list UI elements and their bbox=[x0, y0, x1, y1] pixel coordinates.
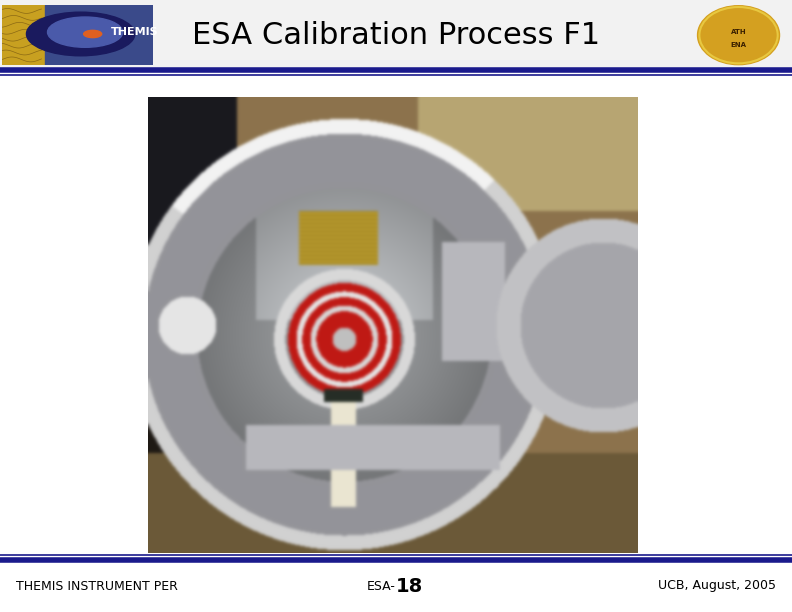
Bar bbox=[2, 5, 44, 65]
Text: THEMIS INSTRUMENT PER: THEMIS INSTRUMENT PER bbox=[16, 580, 177, 592]
Text: ESA Calibration Process F1: ESA Calibration Process F1 bbox=[192, 20, 600, 50]
Bar bbox=[44, 5, 153, 65]
Text: UCB, August, 2005: UCB, August, 2005 bbox=[658, 580, 776, 592]
Circle shape bbox=[48, 17, 123, 47]
Text: ESA-: ESA- bbox=[367, 580, 396, 592]
Text: 18: 18 bbox=[396, 577, 423, 595]
Text: ATH: ATH bbox=[731, 29, 746, 35]
Circle shape bbox=[26, 12, 135, 56]
Text: ENA: ENA bbox=[730, 42, 747, 48]
Circle shape bbox=[698, 6, 779, 65]
Bar bbox=[0, 0, 792, 70]
Text: THEMIS: THEMIS bbox=[111, 27, 158, 37]
Circle shape bbox=[84, 31, 101, 37]
